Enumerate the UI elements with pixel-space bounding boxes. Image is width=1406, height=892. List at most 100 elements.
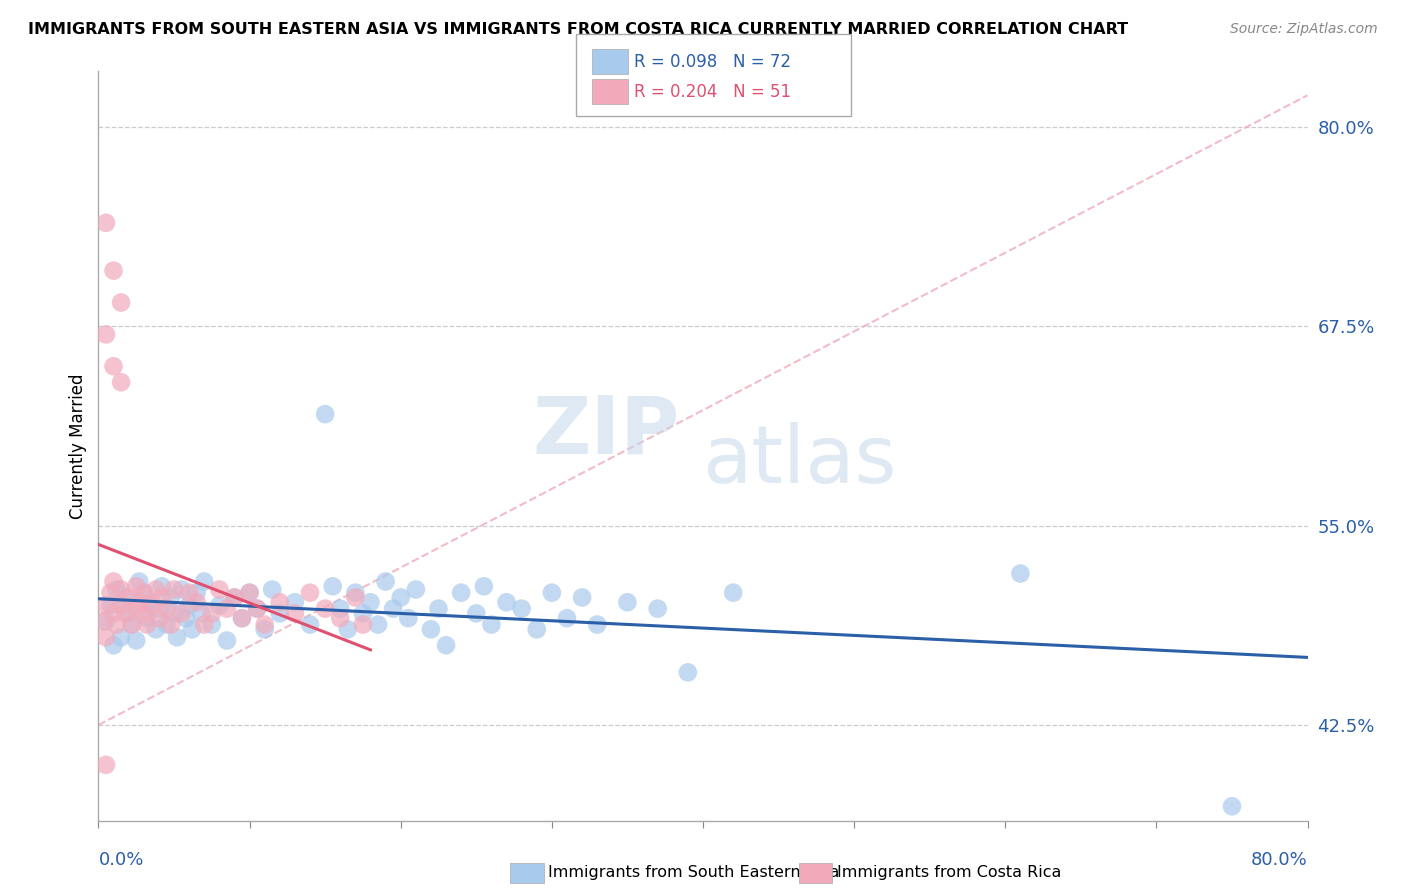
Point [284,607,307,621]
Point [314,407,336,421]
Point [141,595,163,609]
Point [201,617,224,632]
Point [163,582,186,597]
Point [186,595,208,609]
Point [336,623,359,637]
Text: ZIP: ZIP [533,392,681,470]
Point [344,591,367,605]
Point [224,591,246,605]
Point [94,630,117,644]
Point [676,665,699,680]
Point [450,585,472,599]
Text: 80.0%: 80.0% [1251,851,1308,869]
Point [132,585,155,599]
Point [110,582,132,597]
Point [465,607,488,621]
Point [201,607,224,621]
Point [253,623,276,637]
Point [314,601,336,615]
Point [352,617,374,632]
Point [193,574,215,589]
Point [174,611,197,625]
Point [481,617,503,632]
Text: IMMIGRANTS FROM SOUTH EASTERN ASIA VS IMMIGRANTS FROM COSTA RICA CURRENTLY MARRI: IMMIGRANTS FROM SOUTH EASTERN ASIA VS IM… [28,22,1128,37]
Point [190,607,212,621]
Point [239,585,262,599]
Point [329,611,352,625]
Point [118,607,141,621]
Point [510,601,533,615]
Point [166,630,188,644]
Point [94,757,117,772]
Point [170,582,193,597]
Point [160,617,183,632]
Point [262,582,284,597]
Point [179,599,201,613]
Point [103,263,125,277]
Point [155,601,177,615]
Point [103,574,125,589]
Point [150,591,173,605]
Point [114,591,136,605]
Text: R = 0.204   N = 51: R = 0.204 N = 51 [634,83,792,101]
Point [91,615,114,629]
Point [208,582,231,597]
Text: R = 0.098   N = 72: R = 0.098 N = 72 [634,53,792,70]
Point [396,611,419,625]
Point [114,607,136,621]
Point [135,617,157,632]
Point [100,585,122,599]
Point [145,582,167,597]
Point [94,216,117,230]
Point [299,617,322,632]
Point [367,617,389,632]
Point [110,599,132,613]
Point [239,585,262,599]
Point [647,601,669,615]
Point [299,585,322,599]
Point [103,607,125,621]
Point [135,611,157,625]
Point [148,601,170,615]
Text: 0.0%: 0.0% [98,851,143,869]
Point [125,579,148,593]
Point [193,617,215,632]
Point [555,611,578,625]
Point [427,601,450,615]
Text: Immigrants from Costa Rica: Immigrants from Costa Rica [837,865,1062,880]
Y-axis label: Currently Married: Currently Married [69,373,87,519]
Point [155,617,177,632]
Point [231,611,253,625]
Point [208,599,231,613]
Point [382,601,405,615]
Point [94,599,117,613]
Point [215,601,238,615]
Point [616,595,638,609]
Point [360,595,382,609]
Point [170,607,193,621]
Point [322,579,344,593]
Point [110,376,132,390]
Point [472,579,495,593]
Point [389,591,412,605]
Point [163,607,186,621]
Point [132,585,155,599]
Point [129,595,152,609]
Point [352,607,374,621]
Point [420,623,443,637]
Point [125,633,148,648]
Point [100,599,122,613]
Point [253,617,276,632]
Point [160,591,183,605]
Point [405,582,427,597]
Point [103,359,125,374]
Point [121,617,143,632]
Point [94,327,117,342]
Point [150,579,173,593]
Point [344,585,367,599]
Point [186,585,208,599]
Point [231,611,253,625]
Point [94,615,117,629]
Point [526,623,548,637]
Point [495,595,517,609]
